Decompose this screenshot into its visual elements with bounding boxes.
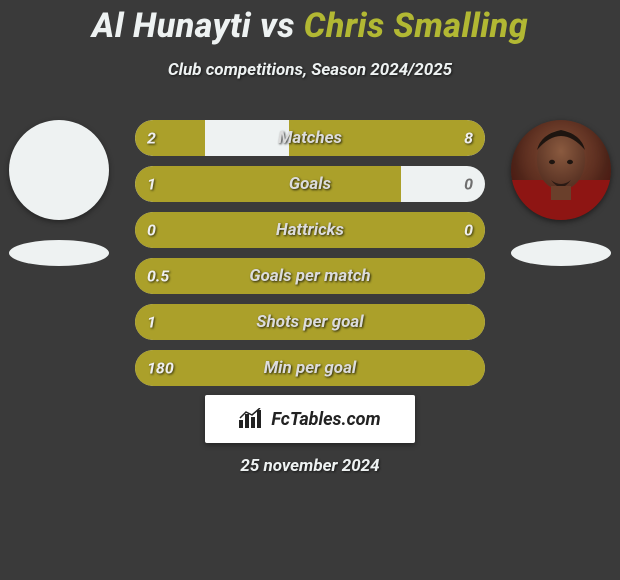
stat-row-goals: 10Goals	[135, 166, 485, 202]
stat-value-left: 0.5	[147, 267, 169, 286]
player2-avatar-column	[506, 120, 616, 266]
stat-value-right: 8	[464, 129, 473, 148]
player1-avatar	[9, 120, 109, 220]
bar-fill-left	[135, 166, 401, 202]
bar-fill	[135, 304, 485, 340]
bar-fill	[135, 212, 485, 248]
stat-value-left: 0	[147, 221, 156, 240]
stat-value-left: 2	[147, 129, 156, 148]
stat-value-left: 1	[147, 313, 156, 332]
subtitle: Club competitions, Season 2024/2025	[0, 60, 620, 80]
title-player2: Chris Smalling	[304, 6, 528, 46]
player2-shadow-ellipse	[511, 240, 611, 266]
bar-chart-icon	[239, 408, 265, 430]
stat-value-right: 0	[464, 221, 473, 240]
player2-avatar	[511, 120, 611, 220]
bar-fill	[135, 350, 485, 386]
title-vs: vs	[260, 6, 295, 46]
stat-row-goals-per-match: 0.5Goals per match	[135, 258, 485, 294]
comparison-bars: 28Matches10Goals00Hattricks0.5Goals per …	[135, 120, 485, 396]
stat-row-hattricks: 00Hattricks	[135, 212, 485, 248]
footer-logo: FcTables.com	[205, 395, 415, 443]
stat-row-shots-per-goal: 1Shots per goal	[135, 304, 485, 340]
player1-shadow-ellipse	[9, 240, 109, 266]
stat-value-right: 0	[464, 175, 473, 194]
stat-value-left: 180	[147, 359, 174, 378]
bar-fill-right	[289, 120, 485, 156]
player1-avatar-column	[4, 120, 114, 266]
stat-row-matches: 28Matches	[135, 120, 485, 156]
stat-row-min-per-goal: 180Min per goal	[135, 350, 485, 386]
page-title: Al Hunayti vs Chris Smalling	[0, 0, 620, 46]
comparison-card: Al Hunayti vs Chris Smalling Club compet…	[0, 0, 620, 580]
footer-logo-text: FcTables.com	[271, 409, 380, 430]
footer-date: 25 november 2024	[0, 456, 620, 476]
bar-fill-left	[135, 120, 205, 156]
bar-fill	[135, 258, 485, 294]
title-player1: Al Hunayti	[92, 6, 251, 46]
stat-value-left: 1	[147, 175, 156, 194]
person-icon	[511, 120, 611, 220]
